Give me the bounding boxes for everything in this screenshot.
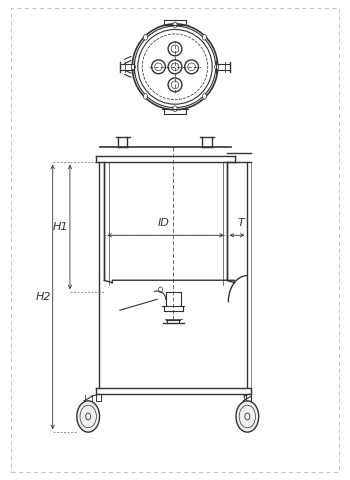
Circle shape [202, 94, 206, 99]
Circle shape [77, 401, 99, 432]
Circle shape [131, 64, 135, 70]
Circle shape [173, 22, 177, 28]
Text: ID: ID [158, 218, 170, 228]
Bar [96, 394, 101, 401]
Text: H1: H1 [52, 222, 68, 232]
Circle shape [215, 64, 219, 70]
Circle shape [144, 35, 148, 40]
Circle shape [173, 106, 177, 111]
Circle shape [144, 94, 148, 99]
Circle shape [202, 35, 206, 40]
Circle shape [236, 401, 259, 432]
Text: T: T [237, 218, 244, 228]
Bar [246, 394, 251, 401]
Text: H2: H2 [35, 292, 51, 302]
